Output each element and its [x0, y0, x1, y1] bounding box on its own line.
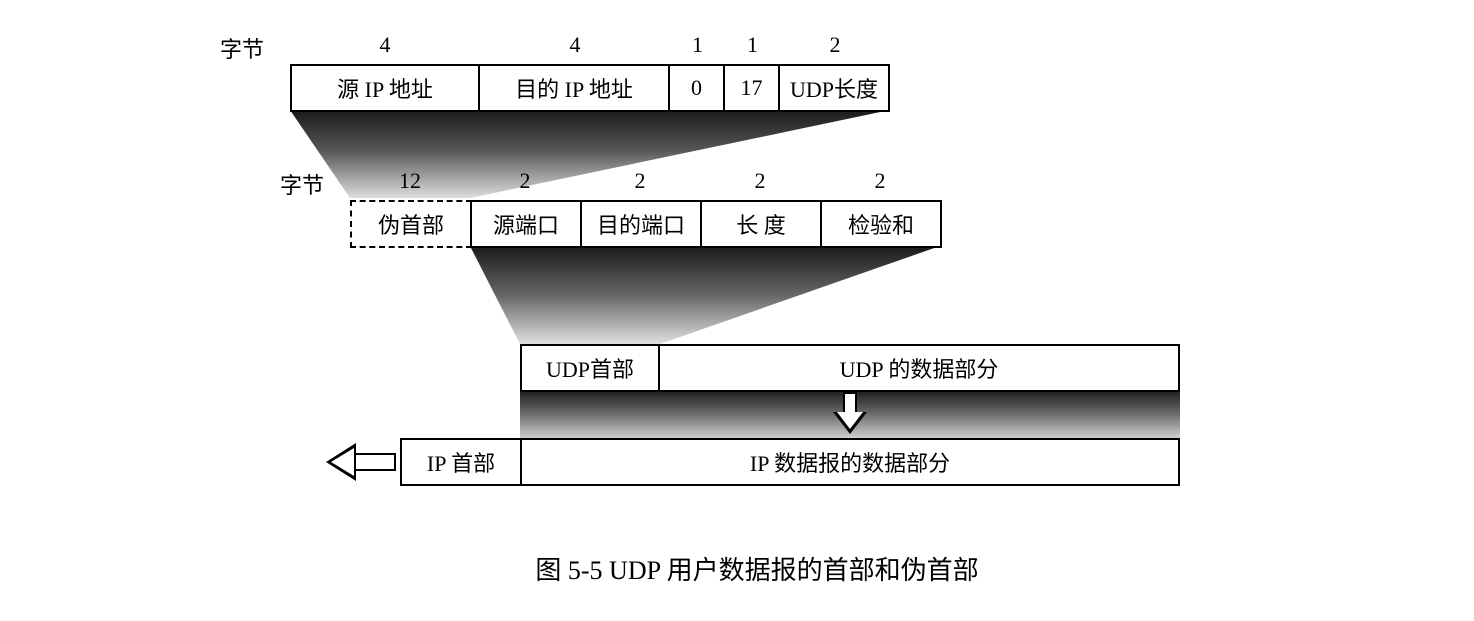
udp-byte-3: 2: [820, 168, 940, 194]
udp-dg-header: UDP首部: [520, 344, 660, 392]
figure-caption: 图 5-5 UDP 用户数据报的首部和伪首部: [20, 550, 1474, 587]
udp-pseudo-header-diagram: 字节 4 4 1 1 2 源 IP 地址 目的 IP 地址 0 17 UDP长度…: [20, 20, 1474, 601]
pseudo-byte-4: 2: [780, 32, 890, 58]
udp-byte-prefix: 12: [350, 168, 470, 194]
udp-byte-0: 2: [470, 168, 580, 194]
pseudo-field-src-ip: 源 IP 地址: [290, 64, 480, 112]
udp-field-src-port: 源端口: [470, 200, 582, 248]
arrow-down-icon: [835, 392, 865, 434]
byte-label-row1: 字节: [220, 32, 264, 64]
udp-byte-1: 2: [580, 168, 700, 194]
ip-dg-data: IP 数据报的数据部分: [520, 438, 1180, 486]
ip-dg-header: IP 首部: [400, 438, 522, 486]
pseudo-field-udplen: UDP长度: [778, 64, 890, 112]
udp-field-checksum: 检验和: [820, 200, 942, 248]
pseudo-field-proto: 17: [723, 64, 780, 112]
arrow-left-icon: [326, 444, 396, 480]
pseudo-field-zero: 0: [668, 64, 725, 112]
pseudo-byte-1: 4: [480, 32, 670, 58]
udp-field-pseudo-prefix: 伪首部: [350, 200, 472, 248]
byte-label-row2: 字节: [280, 168, 324, 200]
shadow-2: [470, 246, 1180, 346]
pseudo-byte-3: 1: [725, 32, 780, 58]
udp-field-length: 长 度: [700, 200, 822, 248]
pseudo-field-dst-ip: 目的 IP 地址: [478, 64, 670, 112]
pseudo-byte-2: 1: [670, 32, 725, 58]
udp-byte-2: 2: [700, 168, 820, 194]
udp-field-dst-port: 目的端口: [580, 200, 702, 248]
udp-dg-data: UDP 的数据部分: [658, 344, 1180, 392]
pseudo-byte-0: 4: [290, 32, 480, 58]
